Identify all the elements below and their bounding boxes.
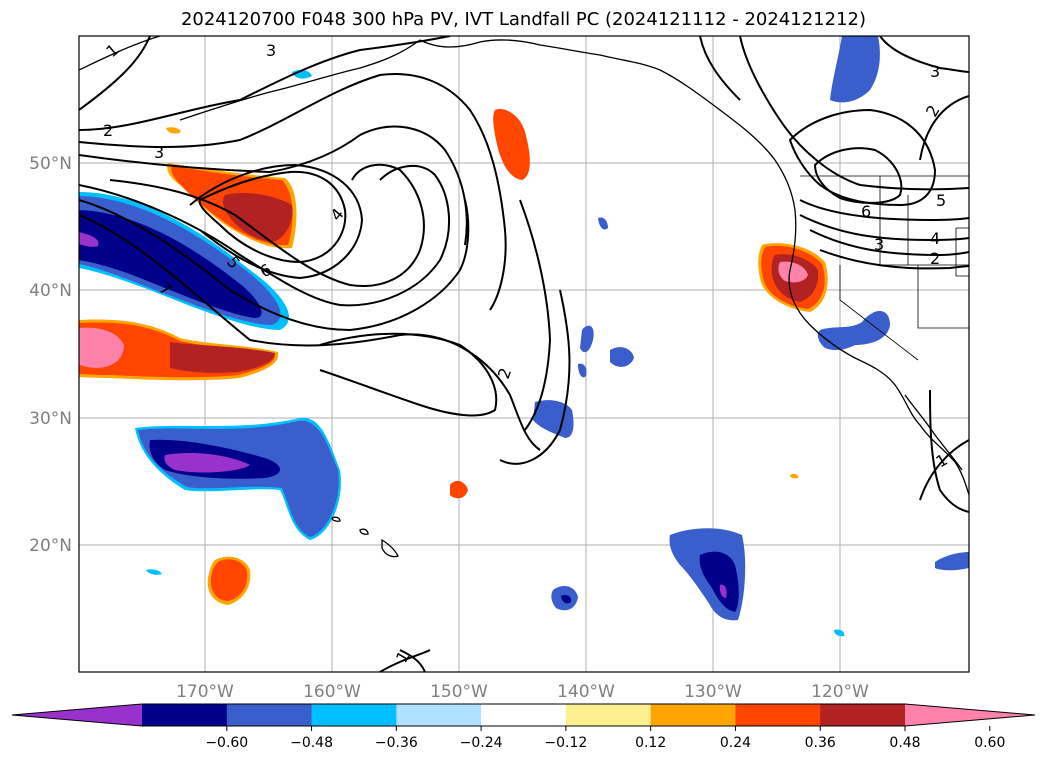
lon-label: 130°W [684,682,742,702]
contour-label: 3 [930,62,940,81]
lon-label: 170°W [176,682,234,702]
contour-label: 4 [930,229,940,248]
latitude-labels: 50°N 40°N 30°N 20°N [29,154,72,556]
colorbar-swatch [481,704,567,726]
ivt-shading [79,36,969,637]
colorbar-outline [11,703,1036,727]
colorbar-tick-label: 0.24 [720,735,751,751]
lat-label: 20°N [29,536,72,556]
longitude-labels: 170°W 160°W 150°W 140°W 130°W 120°W [176,682,869,702]
colorbar-swatch [226,704,313,726]
colorbar-tick-label: 0.36 [805,735,836,751]
colorbar-tick-label: 0.60 [974,735,1005,751]
contour-label: 2 [930,249,940,268]
contour-label: 6 [861,202,871,221]
colorbar-tick-label: −0.48 [290,735,333,751]
map-title: 2024120700 F048 300 hPa PV, IVT Landfall… [180,9,867,30]
lon-label: 140°W [557,682,615,702]
colorbar-swatch [311,704,397,726]
contour-label: 3 [154,143,164,162]
lon-label: 150°W [430,682,488,702]
colorbar-swatch [396,704,482,726]
colorbar-swatch [735,704,821,726]
contour-label: 5 [936,191,946,210]
colorbar-tick-label: −0.12 [544,735,587,751]
lon-label: 120°W [811,682,869,702]
colorbar: −0.60 −0.48 −0.36 −0.24 −0.12 0.12 0.24 0.36 0.4… [11,703,1036,751]
colorbar-swatch [565,704,652,726]
colorbar-extend-max [905,704,1035,726]
contour-label: 3 [874,235,884,254]
lat-label: 30°N [29,409,72,429]
contour-label: 3 [266,41,276,60]
lon-label: 160°W [303,682,361,702]
lat-label: 50°N [29,154,72,174]
pv-contours [79,36,969,672]
colorbar-extend-min [12,704,142,726]
colorbar-tick-label: 0.12 [635,735,666,751]
colorbar-tick-label: −0.24 [460,735,503,751]
colorbar-tick-label: −0.36 [375,735,418,751]
colorbar-swatch [650,704,736,726]
coastlines [79,36,969,558]
contour-label: 2 [103,121,113,140]
colorbar-tick-label: −0.60 [205,735,248,751]
map-border [78,35,970,673]
lat-label: 40°N [29,281,72,301]
colorbar-swatch [820,704,906,726]
colorbar-swatch [142,704,228,726]
colorbar-tick-label: 0.48 [889,735,920,751]
